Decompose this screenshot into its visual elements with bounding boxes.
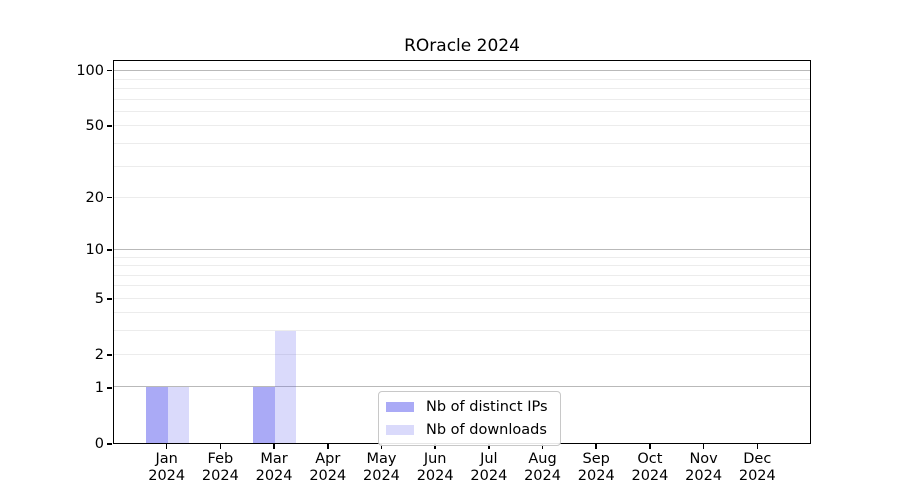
bar-downloads-jan <box>167 387 190 443</box>
legend-swatch-downloads <box>386 425 414 435</box>
gridline-y-9 <box>114 256 810 258</box>
x-tick-label-jan: Jan 2024 <box>148 451 186 484</box>
legend-item-downloads: Nb of downloads <box>386 422 548 438</box>
x-tick-label-may: May 2024 <box>363 451 400 484</box>
y-tick-label-50: 50 <box>85 117 104 134</box>
x-tick-label-oct: Oct 2024 <box>631 451 669 484</box>
x-tick-mark-mar <box>273 444 275 449</box>
x-tick-label-mar: Mar 2024 <box>255 451 293 484</box>
y-tick-mark-5 <box>107 298 112 300</box>
legend-label-downloads: Nb of downloads <box>426 422 547 438</box>
y-tick-label-1: 1 <box>94 379 104 396</box>
x-tick-mark-jul <box>488 444 490 449</box>
x-tick-mark-jan <box>165 444 168 449</box>
chart-title: ROracle 2024 <box>404 36 520 56</box>
x-tick-mark-apr <box>327 444 329 449</box>
gridline-y-50 <box>114 125 810 127</box>
legend: Nb of distinct IPs Nb of downloads <box>378 391 561 446</box>
gridline-y-4 <box>114 312 810 314</box>
x-tick-mark-aug <box>541 444 544 449</box>
grid-layer <box>114 61 810 443</box>
y-tick-mark-50 <box>107 125 112 127</box>
y-tick-label-100: 100 <box>76 62 104 79</box>
gridline-y-8 <box>114 265 810 267</box>
x-tick-mark-oct <box>649 444 651 449</box>
x-tick-mark-dec <box>756 444 759 449</box>
x-tick-mark-sep <box>595 444 597 449</box>
gridline-y-40 <box>114 143 810 145</box>
y-tick-label-5: 5 <box>94 290 104 307</box>
legend-swatch-distinct-ips <box>386 402 414 412</box>
gridline-y-20 <box>114 196 810 198</box>
x-tick-label-jun: Jun 2024 <box>416 451 454 484</box>
gridline-y-30 <box>114 165 810 167</box>
y-tick-label-0: 0 <box>94 436 104 452</box>
y-tick-mark-0 <box>107 443 112 445</box>
x-tick-label-jul: Jul 2024 <box>470 451 508 484</box>
gridline-y-2 <box>114 353 810 355</box>
x-tick-label-feb: Feb 2024 <box>201 451 239 484</box>
gridline-y-80 <box>114 88 810 90</box>
gridline-y-70 <box>114 98 810 100</box>
y-tick-mark-10 <box>107 249 112 251</box>
gridline-y-60 <box>114 111 810 113</box>
gridline-y-1 <box>114 386 810 388</box>
y-tick-label-2: 2 <box>94 347 104 364</box>
x-tick-label-nov: Nov 2024 <box>685 451 723 484</box>
x-tick-mark-feb <box>219 444 222 449</box>
gridline-y-90 <box>114 78 810 80</box>
y-tick-mark-1 <box>107 387 112 389</box>
x-tick-label-aug: Aug 2024 <box>524 451 561 484</box>
gridline-y-7 <box>114 274 810 276</box>
bar-downloads-mar <box>274 331 297 443</box>
gridline-y-10 <box>114 248 810 250</box>
x-tick-label-sep: Sep 2024 <box>577 451 615 484</box>
legend-label-distinct-ips: Nb of distinct IPs <box>426 399 548 415</box>
y-tick-label-10: 10 <box>85 241 104 258</box>
plot-area: Nb of distinct IPs Nb of downloads <box>113 60 811 446</box>
legend-item-distinct-ips: Nb of distinct IPs <box>386 399 548 415</box>
y-tick-label-20: 20 <box>85 189 104 206</box>
bar-distinct-ips-mar <box>253 387 275 443</box>
bar-distinct-ips-jan <box>146 387 168 443</box>
y-tick-mark-20 <box>107 196 112 199</box>
gridline-y-3 <box>114 330 810 332</box>
x-tick-label-apr: Apr 2024 <box>309 451 347 484</box>
x-tick-label-dec: Dec 2024 <box>738 451 776 484</box>
gridline-y-5 <box>114 297 810 299</box>
y-tick-mark-100 <box>107 69 112 72</box>
x-tick-mark-jun <box>434 444 436 449</box>
gridline-y-6 <box>114 285 810 287</box>
y-tick-mark-2 <box>107 354 112 356</box>
x-tick-mark-nov <box>702 444 705 449</box>
gridline-y-100 <box>114 70 810 72</box>
bars-layer <box>114 61 810 443</box>
x-tick-mark-may <box>380 444 383 449</box>
